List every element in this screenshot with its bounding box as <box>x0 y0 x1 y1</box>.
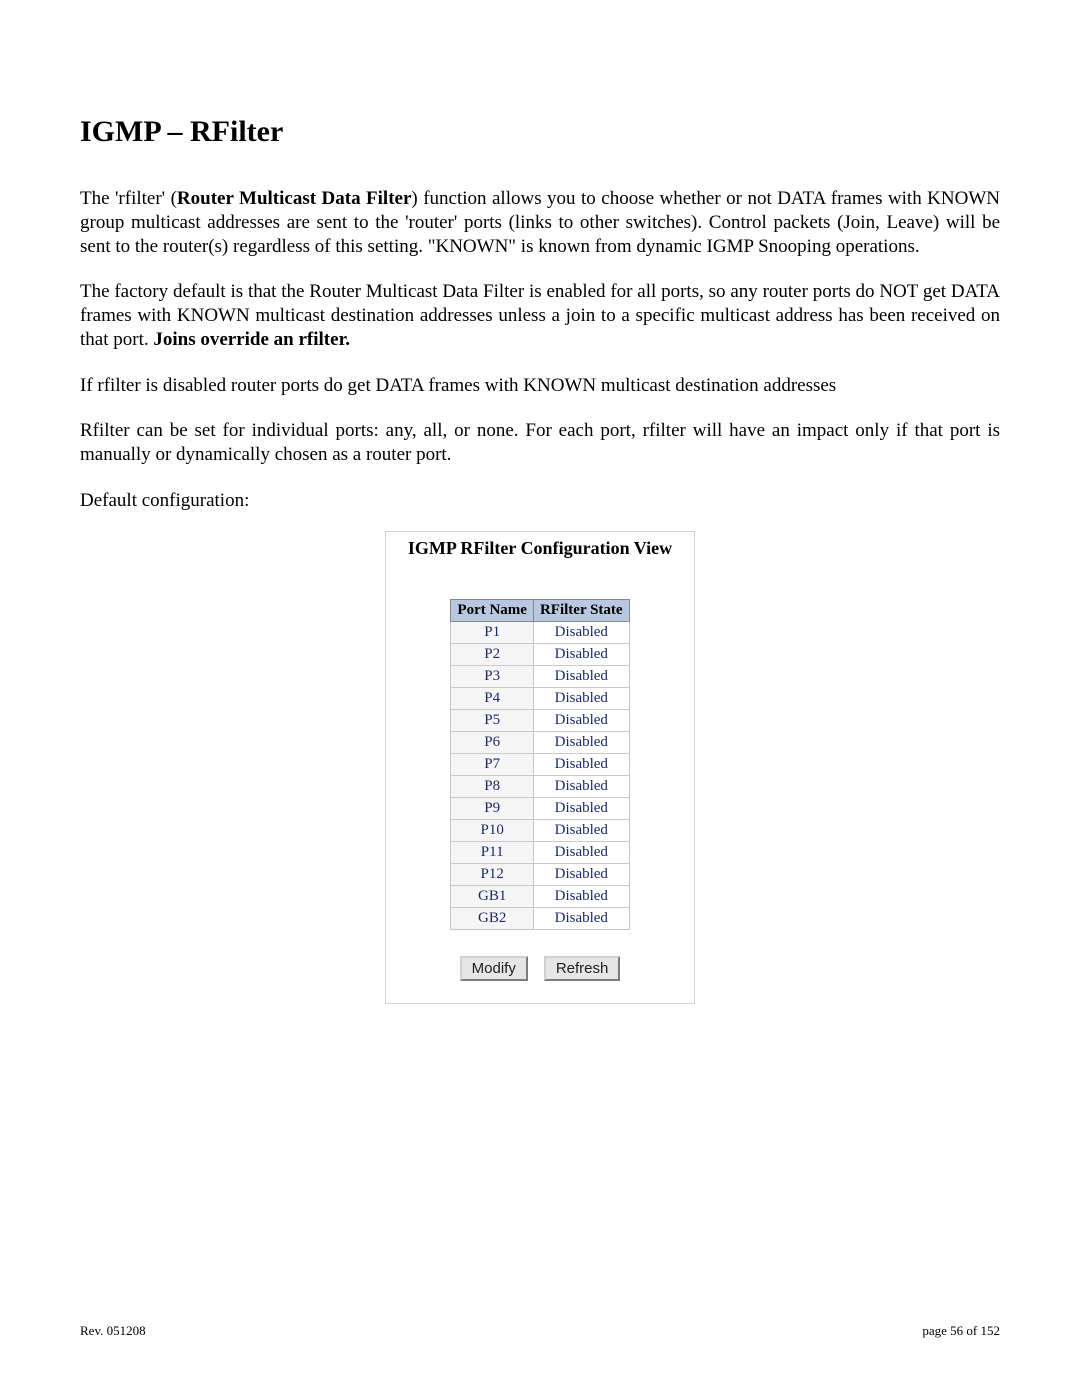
page-footer: Rev. 051208 page 56 of 152 <box>80 1323 1000 1339</box>
port-name-cell: P12 <box>451 863 534 885</box>
port-name-cell: P7 <box>451 753 534 775</box>
table-row: P4Disabled <box>451 687 629 709</box>
rfilter-state-cell: Disabled <box>533 907 629 929</box>
rfilter-state-cell: Disabled <box>533 841 629 863</box>
port-name-cell: P4 <box>451 687 534 709</box>
port-name-cell: P9 <box>451 797 534 819</box>
para1-bold: Router Multicast Data Filter <box>177 188 412 209</box>
port-name-cell: P3 <box>451 665 534 687</box>
rfilter-state-cell: Disabled <box>533 885 629 907</box>
table-row: GB2Disabled <box>451 907 629 929</box>
page-title: IGMP – RFilter <box>80 115 1000 149</box>
port-name-cell: GB1 <box>451 885 534 907</box>
table-row: P9Disabled <box>451 797 629 819</box>
port-name-cell: P8 <box>451 775 534 797</box>
para1-part-a: The 'rfilter' ( <box>80 188 177 209</box>
rfilter-state-cell: Disabled <box>533 731 629 753</box>
paragraph-1: The 'rfilter' (Router Multicast Data Fil… <box>80 187 1000 258</box>
table-row: P12Disabled <box>451 863 629 885</box>
port-name-cell: P2 <box>451 643 534 665</box>
port-name-cell: P5 <box>451 709 534 731</box>
port-name-cell: P10 <box>451 819 534 841</box>
footer-rev: Rev. 051208 <box>80 1323 146 1339</box>
col-port-name: Port Name <box>451 599 534 621</box>
rfilter-state-cell: Disabled <box>533 709 629 731</box>
table-row: P3Disabled <box>451 665 629 687</box>
table-row: P6Disabled <box>451 731 629 753</box>
panel-title: IGMP RFilter Configuration View <box>396 538 684 559</box>
table-row: P1Disabled <box>451 621 629 643</box>
col-rfilter-state: RFilter State <box>533 599 629 621</box>
paragraph-2: The factory default is that the Router M… <box>80 280 1000 351</box>
port-name-cell: P6 <box>451 731 534 753</box>
paragraph-4: Rfilter can be set for individual ports:… <box>80 419 1000 467</box>
table-row: P11Disabled <box>451 841 629 863</box>
rfilter-state-cell: Disabled <box>533 621 629 643</box>
rfilter-state-cell: Disabled <box>533 643 629 665</box>
rfilter-state-cell: Disabled <box>533 775 629 797</box>
config-panel: IGMP RFilter Configuration View Port Nam… <box>385 531 695 1004</box>
footer-page: page 56 of 152 <box>922 1323 1000 1339</box>
rfilter-state-cell: Disabled <box>533 863 629 885</box>
rfilter-state-cell: Disabled <box>533 665 629 687</box>
rfilter-state-cell: Disabled <box>533 819 629 841</box>
table-row: P5Disabled <box>451 709 629 731</box>
table-row: GB1Disabled <box>451 885 629 907</box>
paragraph-5: Default configuration: <box>80 489 1000 513</box>
refresh-button[interactable]: Refresh <box>544 956 621 981</box>
modify-button[interactable]: Modify <box>460 956 528 981</box>
table-row: P7Disabled <box>451 753 629 775</box>
port-name-cell: P11 <box>451 841 534 863</box>
page: IGMP – RFilter The 'rfilter' (Router Mul… <box>0 0 1080 1397</box>
port-name-cell: GB2 <box>451 907 534 929</box>
port-name-cell: P1 <box>451 621 534 643</box>
rfilter-state-cell: Disabled <box>533 797 629 819</box>
rfilter-state-cell: Disabled <box>533 687 629 709</box>
paragraph-3: If rfilter is disabled router ports do g… <box>80 374 1000 398</box>
button-row: Modify Refresh <box>396 956 684 981</box>
rfilter-table: Port Name RFilter State P1DisabledP2Disa… <box>450 599 629 930</box>
table-row: P10Disabled <box>451 819 629 841</box>
rfilter-state-cell: Disabled <box>533 753 629 775</box>
table-row: P8Disabled <box>451 775 629 797</box>
para2-bold: Joins override an rfilter. <box>153 329 350 350</box>
table-row: P2Disabled <box>451 643 629 665</box>
config-panel-wrap: IGMP RFilter Configuration View Port Nam… <box>80 531 1000 1004</box>
